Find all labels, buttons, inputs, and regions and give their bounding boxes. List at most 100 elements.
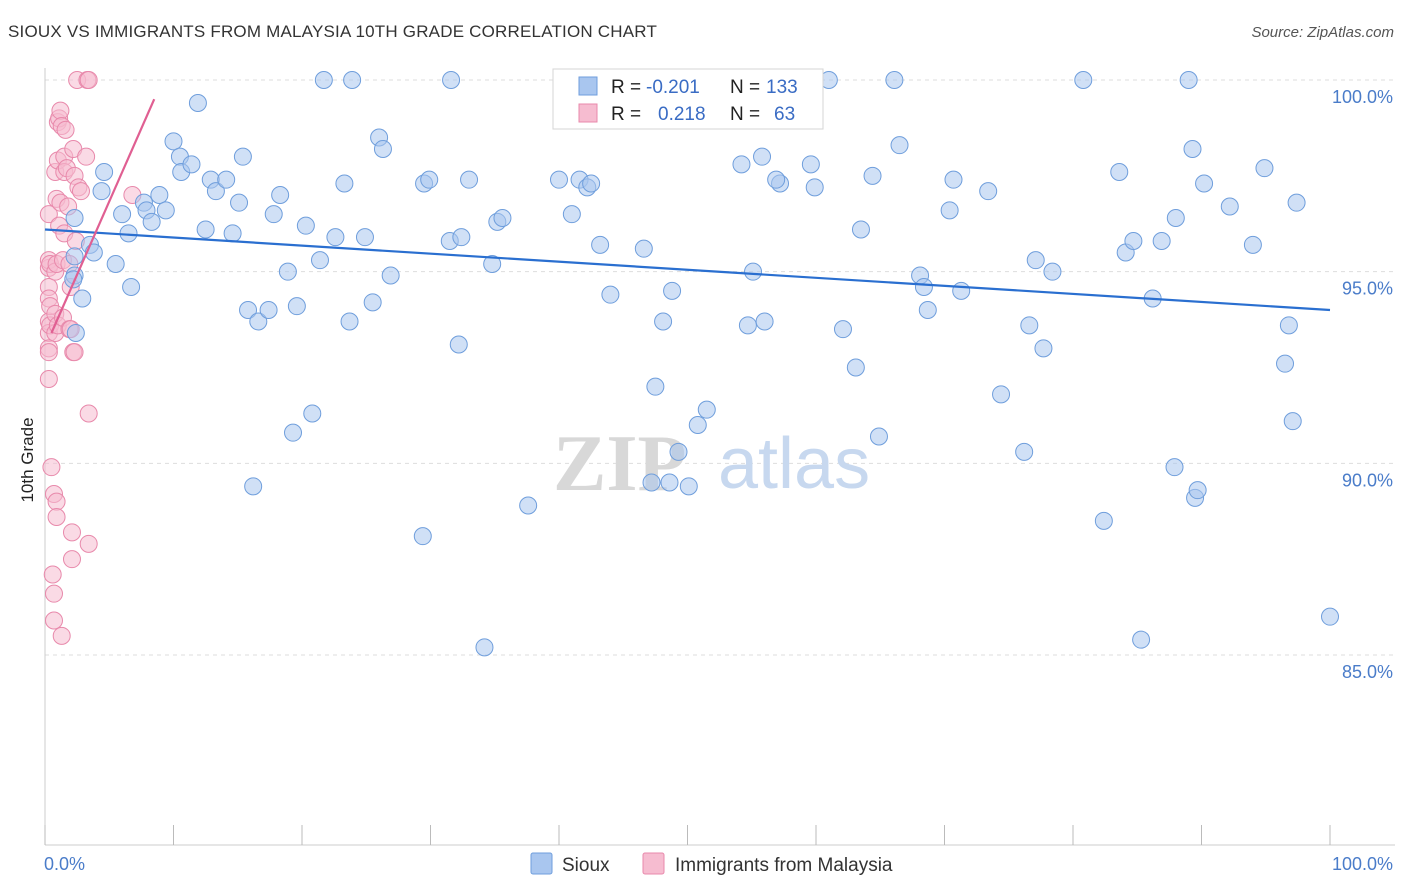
point-sioux (634, 239, 653, 258)
point-sioux (1188, 481, 1207, 500)
point-sioux (846, 358, 865, 377)
trend-lines (44, 98, 1331, 334)
point-sioux (296, 216, 315, 235)
point-sioux (244, 477, 263, 496)
point-sioux (65, 209, 84, 227)
watermark: ZIP atlas (553, 420, 870, 508)
point-sioux (1020, 316, 1039, 335)
point-malaysia (39, 205, 58, 224)
point-sioux (1287, 193, 1306, 212)
point-sioux (65, 247, 84, 266)
point-sioux (1015, 442, 1034, 461)
point-malaysia (77, 147, 96, 166)
point-sioux (669, 442, 688, 461)
point-sioux (460, 170, 479, 189)
point-sioux (233, 147, 252, 166)
legend-box: R = -0.201 N = 133 R = 0.218 N = 63 (552, 68, 824, 130)
point-sioux (264, 205, 283, 224)
point-malaysia (62, 523, 81, 542)
point-sioux (863, 166, 882, 185)
point-malaysia (47, 492, 66, 511)
bottom-legend: Sioux Immigrants from Malaysia (530, 852, 893, 876)
point-sioux (196, 220, 215, 239)
point-sioux (805, 178, 824, 197)
point-sioux (150, 186, 169, 204)
series-immigrants-from-malaysia (39, 71, 142, 645)
point-sioux (95, 163, 114, 181)
point-sioux (646, 377, 665, 396)
point-sioux (340, 312, 359, 331)
point-sioux (381, 266, 400, 285)
point-sioux (355, 228, 374, 247)
point-sioux (550, 170, 568, 189)
point-sioux (239, 301, 258, 319)
point-sioux (164, 132, 183, 151)
trend-line-sioux (44, 228, 1331, 312)
series-sioux (64, 71, 1339, 657)
point-sioux (1074, 71, 1093, 89)
point-sioux (442, 71, 461, 89)
y-tick-label: 100.0% (1332, 87, 1393, 107)
point-malaysia (71, 182, 90, 201)
point-sioux (156, 201, 175, 220)
point-sioux (66, 324, 85, 342)
point-sioux (420, 170, 439, 189)
point-sioux (363, 293, 382, 312)
point-sioux (885, 71, 904, 89)
point-sioux (413, 527, 432, 546)
point-sioux (914, 278, 933, 296)
point-sioux (940, 201, 959, 220)
bottom-legend-label-sioux: Sioux (562, 855, 610, 876)
point-sioux (335, 174, 354, 193)
point-sioux (582, 174, 601, 193)
point-sioux (182, 155, 201, 174)
point-sioux (113, 205, 132, 224)
point-sioux (259, 301, 278, 319)
point-sioux (1220, 197, 1239, 216)
point-sioux (1110, 163, 1129, 181)
chart-title: SIOUX VS IMMIGRANTS FROM MALAYSIA 10TH G… (8, 22, 658, 41)
point-sioux (1255, 159, 1274, 178)
point-sioux (493, 209, 512, 227)
point-malaysia (65, 343, 84, 362)
x-tick-label: 0.0% (44, 854, 85, 874)
point-sioux (562, 205, 581, 224)
point-sioux (1183, 140, 1202, 158)
point-sioux (230, 193, 249, 212)
point-sioux (732, 155, 751, 174)
point-sioux (688, 416, 707, 434)
point-sioux (767, 170, 786, 189)
point-malaysia (62, 550, 81, 569)
legend-r-value-malaysia: 0.218 (658, 104, 706, 125)
point-sioux (601, 285, 620, 304)
point-sioux (217, 170, 236, 189)
y-axis-title: 10th Grade (18, 417, 37, 502)
point-sioux (373, 140, 392, 158)
point-sioux (833, 320, 852, 339)
point-sioux (1321, 607, 1339, 626)
point-sioux (591, 235, 610, 254)
point-sioux (343, 71, 362, 89)
point-sioux (92, 182, 111, 201)
y-tick-label: 85.0% (1342, 662, 1393, 682)
point-sioux (918, 301, 937, 319)
point-sioux (1165, 458, 1184, 477)
point-malaysia (56, 120, 75, 139)
point-malaysia (79, 404, 98, 423)
trend-line-malaysia (50, 98, 156, 334)
legend-n-label-sioux: N = (730, 77, 760, 98)
x-tick-labels: 0.0% 100.0% (44, 854, 1393, 874)
point-sioux (979, 182, 998, 201)
point-sioux (663, 281, 682, 300)
point-sioux (249, 312, 268, 331)
point-sioux (206, 182, 225, 201)
point-malaysia (42, 458, 61, 477)
legend-r-value-sioux: -0.201 (646, 77, 700, 98)
point-sioux (1279, 316, 1298, 335)
point-sioux (452, 228, 471, 247)
point-sioux (697, 400, 716, 419)
point-malaysia (52, 626, 71, 645)
point-malaysia (79, 534, 98, 553)
point-sioux (952, 281, 971, 300)
